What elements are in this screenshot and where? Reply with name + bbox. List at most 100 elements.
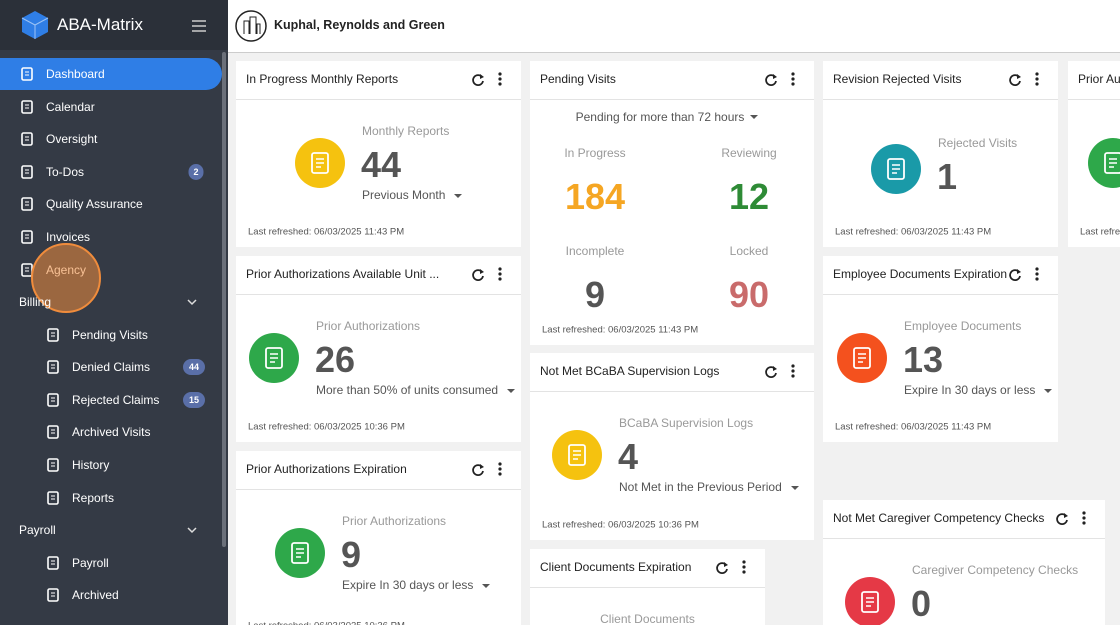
menu-icon-glyph (21, 164, 33, 179)
metric-filter[interactable]: Expire In 30 days or less (904, 383, 1036, 397)
menu-icon (46, 392, 60, 407)
menu-item[interactable]: Oversight (46, 132, 98, 147)
menu-icon-glyph (21, 197, 33, 212)
section-header[interactable]: Billing (19, 295, 52, 309)
metric-filter[interactable]: Previous Month (362, 188, 446, 202)
menu-item[interactable]: Dashboard (46, 67, 105, 81)
widget-title: Employee Documents Expiration (833, 267, 1008, 281)
stat-label: Incomplete (565, 244, 625, 258)
metric-label: Caregiver Competency Checks (912, 563, 1079, 577)
more-button-glyph (1035, 267, 1039, 281)
menu-icon (46, 327, 60, 342)
menu-item[interactable]: Invoices (46, 230, 91, 244)
menu-icon (46, 360, 60, 374)
metric-value: 26 (315, 339, 356, 380)
last-refreshed: Last refreshed: 06/03/2025 11:43 PM (248, 226, 405, 238)
menu-icon (20, 99, 34, 114)
menu-item[interactable]: Denied Claims (72, 360, 151, 375)
refresh-button[interactable] (715, 561, 729, 575)
caret-glyph (1044, 389, 1052, 393)
filter-dropdown[interactable]: Pending for more than 72 hours (575, 110, 745, 124)
menu-item[interactable]: Archived (72, 588, 119, 603)
widget-icon (837, 333, 887, 383)
more-button[interactable] (497, 72, 503, 86)
widget-title: Prior Authorizations Available Unit ... (246, 267, 440, 281)
chevron (187, 298, 197, 306)
refresh-button[interactable] (764, 73, 778, 87)
menu-icon (46, 588, 60, 603)
widget-card: Prior Authorizations Expiration Prior Aut… (236, 451, 521, 625)
widget-card: Client Documents Expiration Client Docume… (530, 549, 765, 625)
caret-glyph (482, 584, 490, 588)
widget-icon-glyph (295, 138, 345, 188)
click-highlight (31, 243, 101, 313)
more-button[interactable] (497, 267, 503, 281)
caret-glyph (750, 115, 758, 119)
menu-item[interactable]: Rejected Claims (72, 392, 160, 407)
more-button[interactable] (1081, 511, 1087, 525)
more-button[interactable] (790, 72, 796, 86)
metric-filter[interactable]: More than 50% of units consumed (316, 383, 499, 397)
refresh-button[interactable] (764, 365, 778, 379)
metric-label: Employee Documents (904, 319, 1022, 333)
refresh-button[interactable] (1008, 73, 1022, 87)
app-name: ABA-Matrix (57, 15, 143, 34)
widget-title: Prior Aut (1078, 72, 1120, 86)
refresh-button[interactable] (471, 268, 485, 282)
more-button[interactable] (497, 462, 503, 476)
refresh-button[interactable] (471, 73, 485, 87)
more-button[interactable] (1034, 267, 1040, 281)
chevron-glyph (187, 299, 197, 306)
widget-header (1068, 61, 1120, 100)
metric-value: 4 (618, 436, 639, 477)
more-button-glyph (498, 72, 502, 86)
menu-item[interactable]: Reports (72, 490, 115, 505)
widget-title: In Progress Monthly Reports (246, 72, 399, 86)
more-button[interactable] (1034, 72, 1040, 86)
menu-badge: 44 (182, 359, 206, 376)
more-button-glyph (1035, 72, 1039, 86)
metric-value: 9 (341, 534, 362, 575)
widget-icon (871, 144, 921, 194)
metric-label: Rejected Visits (938, 136, 1018, 150)
menu-toggle[interactable] (191, 19, 207, 33)
more-button-glyph (742, 560, 746, 574)
menu-icon-glyph (47, 360, 59, 374)
menu-item[interactable]: Pending Visits (72, 327, 148, 342)
menu-item[interactable]: Payroll (72, 555, 109, 570)
more-button[interactable] (741, 560, 747, 574)
widget-header (823, 500, 1105, 539)
section-header[interactable]: Payroll (19, 523, 56, 538)
last-refreshed: Last refreshed: 06/03/2025 11:43 PM (835, 421, 992, 433)
widget-icon-glyph (275, 528, 325, 578)
chevron (187, 526, 197, 534)
refresh-button[interactable] (471, 463, 485, 477)
more-button[interactable] (790, 364, 796, 378)
refresh-button[interactable] (1008, 268, 1022, 282)
stat-value: 12 (728, 176, 770, 217)
menu-item[interactable]: Archived Visits (72, 425, 151, 440)
caret (454, 194, 462, 198)
refresh-button-glyph (716, 562, 728, 574)
widget-card: Prior Authorizations Available Unit ... P… (236, 256, 521, 442)
refresh-button[interactable] (1055, 512, 1069, 526)
stat-value: 90 (728, 274, 770, 315)
menu-badge: 15 (182, 391, 206, 408)
menu-item[interactable]: To-Dos (46, 164, 85, 179)
metric-filter[interactable]: Expire In 30 days or less (342, 578, 474, 592)
metric-filter[interactable]: Not Met in the Previous Period (619, 480, 782, 494)
caret (1044, 389, 1052, 393)
widget-title: Pending Visits (540, 72, 616, 86)
widget-icon-glyph (1088, 138, 1120, 188)
refresh-button-glyph (765, 74, 777, 86)
menu-icon (20, 197, 34, 212)
widget-title: Prior Authorizations Expiration (246, 462, 407, 476)
menu-item[interactable]: Quality Assurance (46, 197, 143, 212)
stat-label: In Progress (564, 146, 626, 160)
widget-card: Pending Visits Pending for more than 72 h… (530, 61, 814, 345)
menu-item[interactable]: Calendar (46, 99, 95, 114)
menu-item[interactable]: History (72, 458, 110, 472)
widget-header (236, 61, 521, 100)
metric-value: 13 (903, 339, 944, 380)
refresh-button-glyph (1056, 513, 1068, 525)
